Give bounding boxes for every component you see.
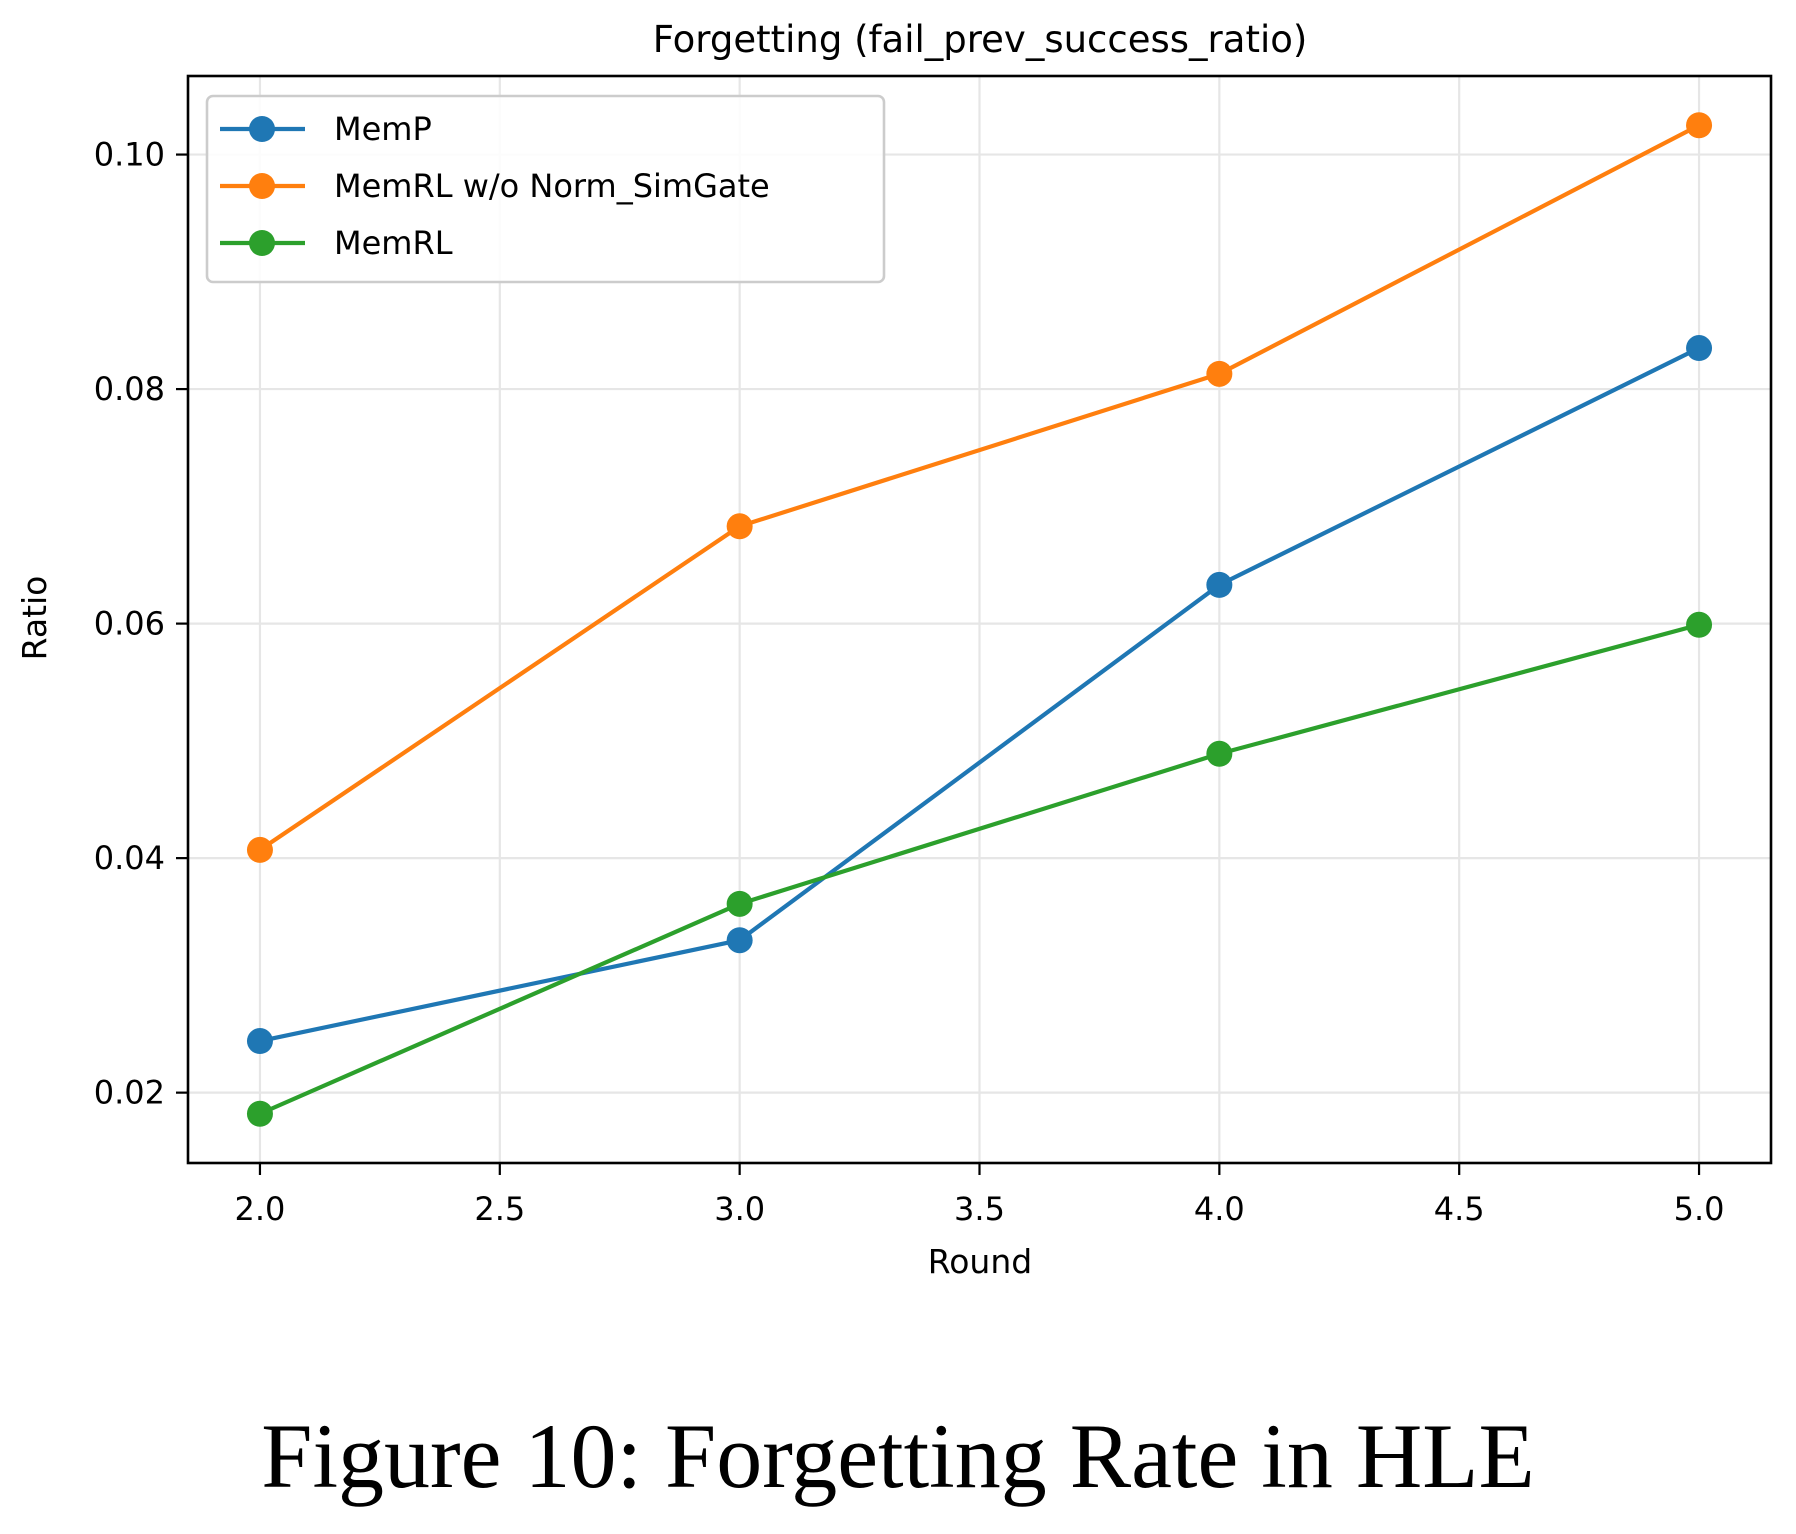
data-point — [726, 927, 753, 954]
y-tick-label: 0.10 — [94, 136, 165, 174]
y-axis: 0.02 0.04 0.06 0.08 0.10 — [94, 136, 188, 1112]
legend-label: MemP — [334, 110, 432, 148]
data-point — [1686, 335, 1713, 362]
y-tick-label: 0.04 — [94, 839, 165, 877]
data-point — [1686, 112, 1713, 139]
series-line — [258, 123, 1701, 852]
x-tick-label: 2.0 — [235, 1190, 286, 1228]
x-tick-label: 3.5 — [954, 1190, 1005, 1228]
figure-caption: Figure 10: Forgetting Rate in HLE — [261, 1405, 1535, 1507]
x-axis: 2.0 2.5 3.0 3.5 4.0 4.5 5.0 — [235, 1163, 1725, 1228]
chart-title: Forgetting (fail_prev_success_ratio) — [653, 18, 1308, 61]
x-tick-label: 2.5 — [474, 1190, 525, 1228]
data-point — [1206, 740, 1233, 767]
data-point — [726, 890, 753, 917]
data-point — [246, 836, 273, 863]
x-tick-label: 3.0 — [714, 1190, 765, 1228]
x-tick-label: 4.0 — [1194, 1190, 1245, 1228]
data-point — [1686, 611, 1713, 638]
legend-marker-icon — [249, 116, 275, 142]
legend-marker-icon — [249, 173, 275, 199]
y-axis-label: Ratio — [15, 576, 54, 661]
y-tick-label: 0.08 — [94, 370, 165, 408]
data-point — [246, 1100, 273, 1127]
y-tick-label: 0.02 — [94, 1074, 165, 1112]
legend-marker-icon — [249, 230, 275, 256]
legend-label: MemRL w/o Norm_SimGate — [334, 167, 770, 205]
series-line — [259, 346, 1700, 1044]
data-point — [1206, 360, 1233, 387]
x-axis-label: Round — [928, 1242, 1032, 1281]
data-point — [726, 513, 753, 540]
y-tick-label: 0.06 — [94, 605, 165, 643]
data-point — [246, 1028, 273, 1055]
legend-frame — [205, 94, 886, 284]
line-chart: Forgetting (fail_prev_success_ratio) 2.0… — [15, 18, 1773, 1281]
legend-label: MemRL — [334, 224, 453, 262]
data-point — [1206, 571, 1233, 598]
x-tick-label: 5.0 — [1674, 1190, 1725, 1228]
legend: MemP MemRL w/o Norm_SimGate MemRL — [205, 94, 886, 284]
x-tick-label: 4.5 — [1434, 1190, 1485, 1228]
series-layer — [246, 112, 1713, 1127]
series-line — [259, 622, 1700, 1116]
